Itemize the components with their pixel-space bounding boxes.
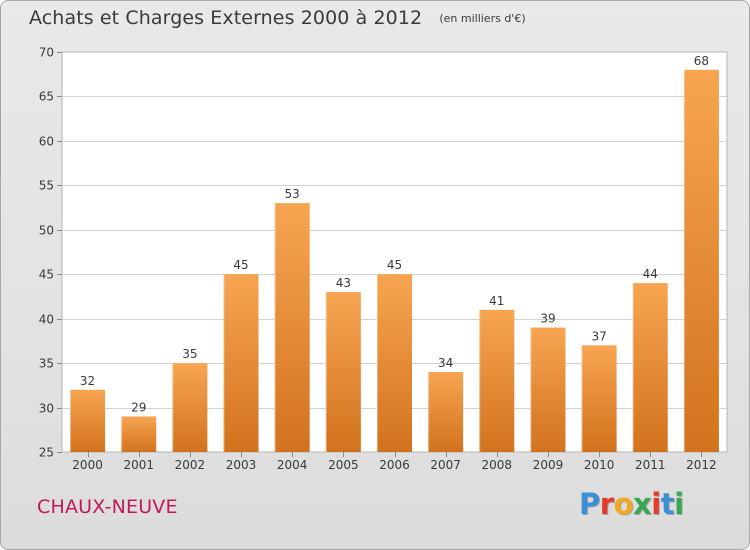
data-label: 45 bbox=[233, 258, 248, 272]
bar bbox=[325, 292, 361, 452]
data-label: 34 bbox=[438, 356, 453, 370]
y-tick-label: 25 bbox=[39, 446, 54, 460]
logo-letter: P bbox=[579, 487, 600, 521]
bar bbox=[70, 389, 106, 452]
bar bbox=[581, 345, 617, 452]
logo-letter: i bbox=[674, 487, 684, 521]
x-tick-label: 2002 bbox=[175, 458, 206, 472]
bar bbox=[377, 274, 412, 452]
data-label: 35 bbox=[182, 347, 197, 361]
y-tick-label: 30 bbox=[39, 402, 54, 416]
chart-title-main: Achats et Charges Externes 2000 à 2012 bbox=[29, 7, 423, 29]
x-tick-label: 2005 bbox=[328, 458, 359, 472]
bar bbox=[632, 283, 668, 452]
data-label: 44 bbox=[643, 267, 658, 281]
bar bbox=[428, 372, 464, 452]
bar bbox=[479, 309, 515, 452]
x-tick-label: 2004 bbox=[277, 458, 308, 472]
data-label: 41 bbox=[489, 294, 504, 308]
x-tick-label: 2010 bbox=[584, 458, 615, 472]
chart-title-unit: (en milliers d'€) bbox=[439, 12, 526, 25]
data-label: 43 bbox=[336, 276, 351, 290]
x-tick-label: 2006 bbox=[379, 458, 410, 472]
data-label: 39 bbox=[540, 312, 555, 326]
x-tick-label: 2012 bbox=[686, 458, 717, 472]
logo-letter: i bbox=[651, 487, 661, 521]
data-label: 68 bbox=[694, 54, 709, 68]
x-tick-label: 2011 bbox=[635, 458, 666, 472]
y-tick-label: 45 bbox=[39, 268, 54, 282]
y-tick-label: 50 bbox=[39, 224, 54, 238]
proxiti-logo: Proxiti bbox=[579, 487, 684, 521]
logo-letter: r bbox=[599, 487, 614, 521]
x-tick-label: 2001 bbox=[123, 458, 154, 472]
bar bbox=[530, 327, 566, 452]
data-label: 29 bbox=[131, 400, 146, 414]
logo-letter: o bbox=[613, 487, 634, 521]
logo-letter: t bbox=[660, 487, 675, 521]
data-label: 37 bbox=[591, 329, 606, 343]
x-tick-label: 2007 bbox=[430, 458, 461, 472]
data-label: 45 bbox=[387, 258, 402, 272]
y-tick-label: 40 bbox=[39, 313, 54, 327]
y-tick-label: 55 bbox=[39, 179, 54, 193]
y-tick-label: 35 bbox=[39, 357, 54, 371]
bar bbox=[121, 416, 157, 452]
y-tick-label: 70 bbox=[39, 46, 54, 60]
x-tick-label: 2000 bbox=[72, 458, 103, 472]
data-label: 32 bbox=[80, 374, 95, 388]
bar bbox=[274, 203, 310, 452]
data-label: 53 bbox=[285, 187, 300, 201]
logo-letter: x bbox=[633, 487, 652, 521]
bar bbox=[172, 363, 208, 452]
x-tick-label: 2009 bbox=[533, 458, 564, 472]
x-tick-label: 2003 bbox=[226, 458, 257, 472]
y-tick-label: 65 bbox=[39, 90, 54, 104]
y-tick-label: 60 bbox=[39, 135, 54, 149]
bar bbox=[223, 274, 259, 452]
bar bbox=[683, 69, 719, 453]
commune-name: CHAUX-NEUVE bbox=[37, 496, 178, 518]
chart-title: Achats et Charges Externes 2000 à 2012 (… bbox=[29, 7, 526, 29]
x-tick-label: 2008 bbox=[482, 458, 513, 472]
